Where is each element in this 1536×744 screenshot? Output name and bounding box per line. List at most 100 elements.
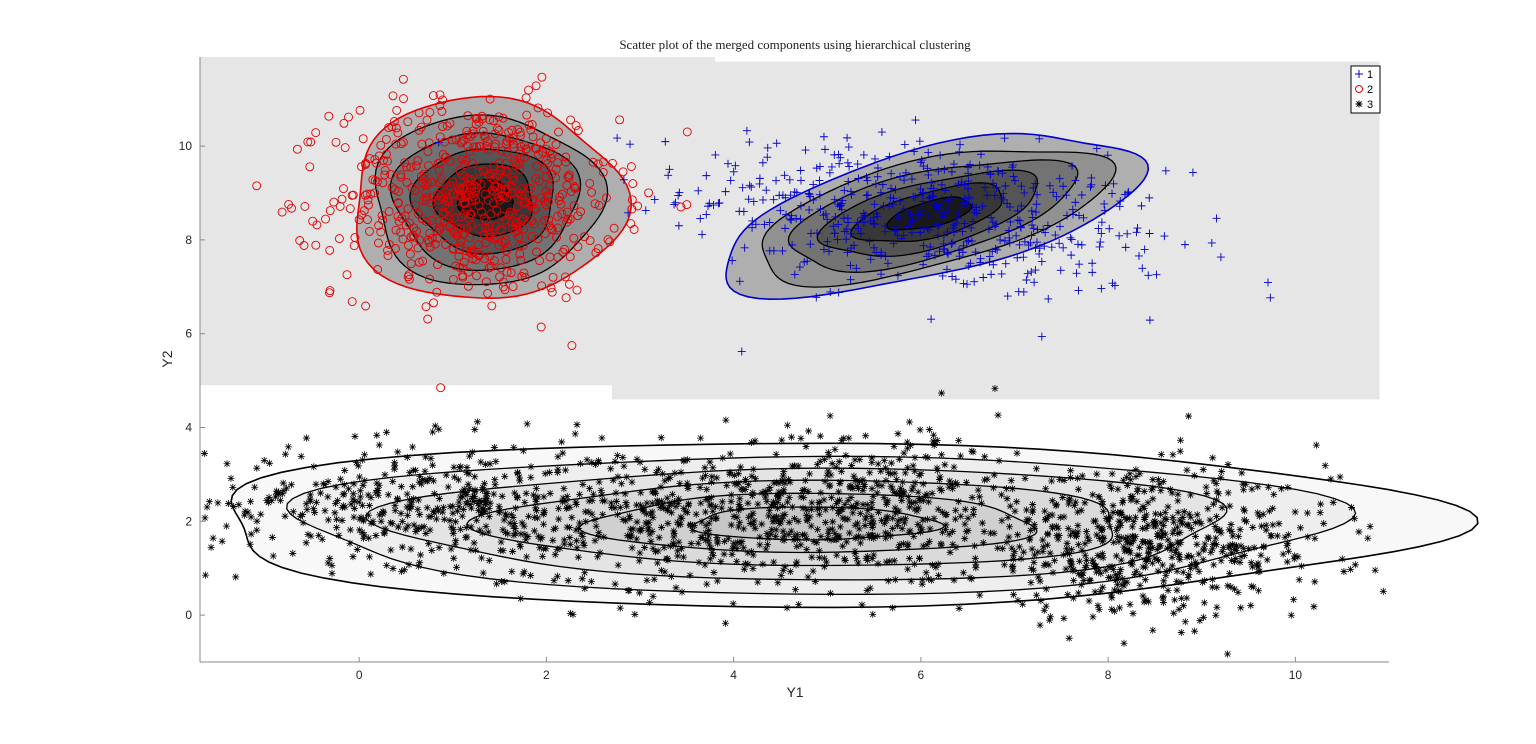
point: [398, 137, 408, 147]
point: [485, 172, 495, 182]
point: [633, 535, 641, 543]
point: [1023, 516, 1031, 524]
point: [962, 528, 970, 536]
point: [1172, 545, 1180, 553]
point: [356, 493, 364, 501]
point: [1193, 540, 1201, 548]
point: [1154, 476, 1162, 484]
point: [1201, 540, 1209, 548]
point: [260, 456, 268, 464]
point: [1020, 237, 1029, 246]
point: [998, 169, 1007, 178]
point: [868, 459, 876, 467]
point: [573, 544, 581, 552]
point: [909, 192, 918, 201]
point: [933, 436, 941, 444]
point: [694, 539, 702, 547]
point: [1028, 508, 1036, 516]
point: [841, 557, 849, 565]
point: [1105, 573, 1113, 581]
point: [1207, 548, 1215, 556]
point: [956, 140, 965, 149]
point: [484, 222, 494, 232]
point: [1226, 502, 1234, 510]
point: [241, 507, 249, 515]
point: [1132, 473, 1140, 481]
point: [408, 498, 416, 506]
point: [1351, 561, 1359, 569]
point: [796, 176, 805, 185]
point: [874, 508, 882, 516]
point: [485, 94, 495, 104]
point: [223, 460, 231, 468]
point: [765, 486, 773, 494]
point: [701, 464, 709, 472]
point: [487, 301, 497, 311]
point: [1265, 507, 1273, 515]
point: [846, 483, 854, 491]
legend-marker-3: [1355, 100, 1363, 108]
point: [1195, 550, 1203, 558]
point: [939, 508, 947, 516]
point: [521, 530, 529, 538]
point: [1060, 614, 1068, 622]
point: [1074, 485, 1082, 493]
point: [929, 561, 937, 569]
point: [1127, 496, 1135, 504]
point: [957, 512, 965, 520]
point: [814, 525, 822, 533]
point: [483, 490, 491, 498]
point: [455, 166, 465, 176]
point: [1183, 553, 1191, 561]
point: [972, 206, 981, 215]
point: [1013, 216, 1022, 225]
point: [561, 152, 571, 162]
point: [441, 221, 451, 230]
point: [1123, 578, 1131, 586]
point: [307, 532, 315, 540]
point: [534, 493, 542, 501]
point: [1044, 531, 1052, 539]
point: [711, 150, 720, 159]
point: [1347, 565, 1355, 573]
point: [1020, 188, 1029, 197]
point: [1085, 597, 1093, 605]
point: [865, 237, 874, 246]
point: [799, 504, 807, 512]
point: [868, 555, 876, 563]
point: [1169, 513, 1177, 521]
point: [619, 175, 628, 184]
point: [904, 493, 912, 501]
point: [471, 473, 479, 481]
point: [572, 498, 580, 506]
point: [529, 205, 539, 215]
point: [926, 242, 935, 251]
point: [911, 467, 919, 475]
point: [1014, 531, 1022, 539]
point: [1235, 533, 1243, 541]
point: [623, 502, 631, 510]
point: [1126, 549, 1134, 557]
point: [335, 201, 345, 211]
point: [430, 509, 438, 517]
point: [553, 158, 563, 168]
point: [433, 260, 442, 270]
point: [421, 467, 429, 475]
point: [1108, 563, 1116, 571]
point: [1043, 221, 1052, 230]
point: [1117, 556, 1125, 564]
point: [508, 133, 518, 143]
point: [547, 225, 557, 235]
point: [1036, 577, 1044, 585]
point: [1113, 581, 1121, 589]
point: [412, 226, 421, 236]
point: [705, 541, 713, 549]
point: [331, 137, 341, 147]
point: [351, 497, 359, 505]
point: [393, 128, 403, 138]
point: [657, 566, 665, 574]
point: [325, 288, 334, 298]
point: [502, 167, 512, 177]
point: [586, 485, 594, 493]
point: [983, 162, 992, 171]
